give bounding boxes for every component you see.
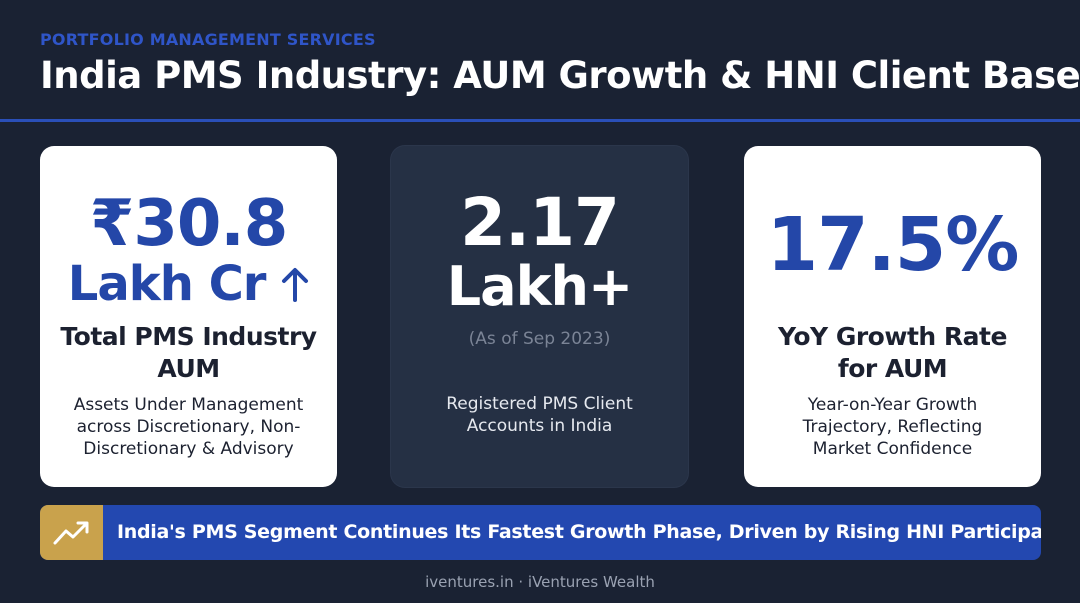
card-description: Year-on-Year Growth Trajectory, Reflecti… [802, 395, 983, 459]
card-unit: Lakh Cr [67, 256, 267, 312]
arrow-up-icon [282, 268, 309, 302]
card-unit: Lakh+ [446, 255, 633, 318]
card-label: Total PMS Industry AUM [60, 322, 317, 383]
divider [0, 119, 1080, 122]
card-unit-row: Lakh Cr [40, 260, 337, 308]
banner: India's PMS Segment Continues Its Fastes… [40, 505, 1041, 560]
card-description: Assets Under Management across Discretio… [73, 395, 304, 459]
card: 2.17 Lakh+ (As of Sep 2023) Registered P… [391, 146, 688, 487]
footer: iventures.in · iVentures Wealth [425, 573, 655, 591]
kicker: PORTFOLIO MANAGEMENT SERVICES [40, 30, 376, 49]
trend-icon-box [40, 505, 103, 560]
banner-text: India's PMS Segment Continues Its Fastes… [117, 521, 1041, 543]
card: 17.5% YoY Growth Rate for AUM Year-on-Ye… [744, 146, 1041, 487]
card-label: YoY Growth Rate for AUM [778, 322, 1007, 383]
card-value: 2.17 [460, 184, 620, 261]
card-description: Registered PMS Client Accounts in India [446, 394, 633, 436]
card-note: (As of Sep 2023) [468, 329, 611, 349]
card-value: ₹30.8 [89, 187, 288, 261]
card-value: 17.5% [766, 202, 1020, 288]
card: ₹30.8 Lakh Cr Total PMS Industry AUM Ass… [40, 146, 337, 487]
title: India PMS Industry: AUM Growth & HNI Cli… [40, 54, 1080, 97]
trend-icon [53, 521, 89, 545]
